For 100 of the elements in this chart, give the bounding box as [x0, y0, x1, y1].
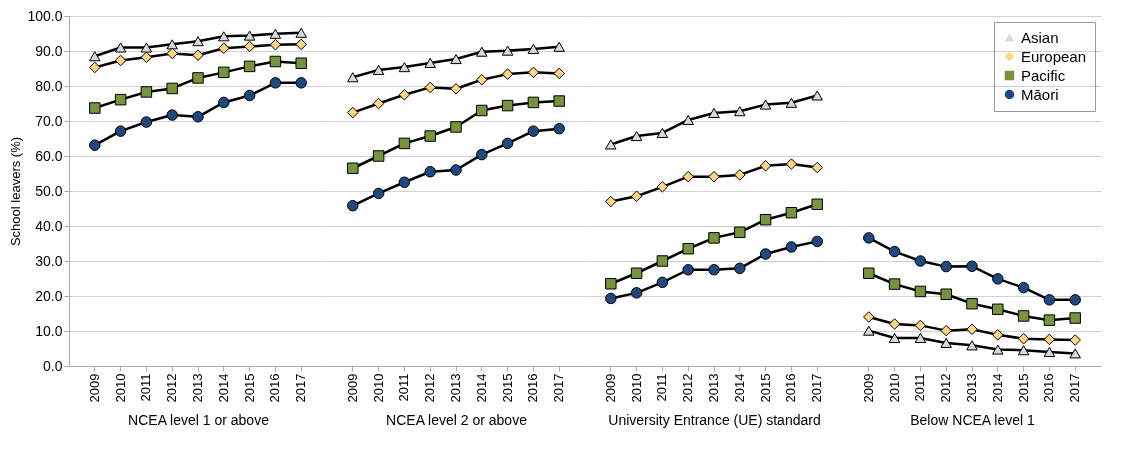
point: [1043, 346, 1056, 358]
x-axis-title: Below NCEA level 1: [910, 412, 1035, 429]
point: [785, 97, 798, 108]
x-tick-label: 2015: [757, 373, 773, 403]
point: [1017, 345, 1030, 356]
x-tick-label: 2011: [396, 373, 412, 402]
x-tick-label: 2017: [809, 373, 825, 403]
x-tick-label: 2014: [989, 373, 1005, 403]
point: [140, 42, 153, 53]
point: [1069, 334, 1081, 346]
x-axis-title: NCEA level 1 or above: [128, 412, 270, 429]
y-tick-label: 80.0: [35, 77, 63, 94]
point: [759, 160, 772, 172]
point: [811, 161, 823, 174]
point: [527, 96, 540, 109]
point: [605, 139, 617, 150]
point: [863, 311, 875, 323]
point: [476, 148, 488, 161]
y-tick-label: 90.0: [35, 42, 63, 59]
point: [114, 125, 127, 137]
point: [888, 278, 901, 290]
legend-label: European: [1021, 47, 1087, 65]
point: [295, 57, 307, 69]
point: [682, 243, 694, 255]
point: [1069, 294, 1081, 306]
x-tick-label: 2015: [241, 373, 257, 403]
point: [630, 131, 643, 142]
point: [527, 43, 540, 54]
point: [398, 62, 411, 73]
point: [914, 332, 927, 344]
point: [269, 28, 282, 39]
point: [785, 241, 798, 253]
point: [682, 170, 694, 183]
x-tick-label: 2014: [215, 373, 231, 403]
x-tick-label: 2010: [628, 373, 644, 403]
point: [630, 267, 643, 279]
point: [424, 81, 436, 94]
point: [269, 77, 282, 89]
point: [89, 102, 101, 114]
point: [450, 121, 462, 133]
x-tick-label: 2015: [499, 373, 515, 403]
x-tick-label: 2017: [1067, 373, 1083, 403]
point: [192, 72, 204, 84]
point: [888, 332, 901, 344]
point: [940, 337, 952, 348]
y-tick-label: 30.0: [35, 252, 63, 269]
x-tick-label: 2013: [706, 373, 721, 403]
point: [1017, 281, 1030, 294]
point: [501, 68, 514, 80]
point: [708, 107, 720, 118]
point: [527, 125, 540, 137]
point: [940, 324, 952, 337]
point: [501, 137, 514, 150]
x-tick-label: 2009: [860, 373, 876, 403]
point: [553, 95, 565, 107]
x-tick-label: 2013: [190, 373, 205, 403]
x-tick-label: 2017: [293, 373, 309, 403]
point: [218, 66, 230, 79]
point: [656, 127, 669, 138]
x-tick-label: 2016: [525, 373, 541, 403]
point: [166, 109, 178, 121]
point: [940, 288, 952, 300]
point: [114, 42, 127, 53]
x-tick-label: 2012: [680, 373, 696, 403]
point: [553, 67, 565, 80]
x-tick-label: 2009: [602, 373, 618, 403]
x-tick-label: 2011: [138, 373, 154, 402]
point: [734, 226, 746, 239]
point: [1017, 310, 1030, 322]
point: [140, 51, 153, 64]
point: [347, 199, 359, 212]
point: [89, 139, 101, 151]
x-tick-label: 2014: [731, 373, 747, 403]
point: [811, 198, 823, 211]
point: [114, 54, 127, 67]
point: [914, 319, 927, 332]
y-axis-title: School leavers (%): [8, 136, 24, 247]
point: [192, 49, 204, 61]
point: [347, 106, 359, 119]
point: [785, 158, 798, 170]
point: [269, 38, 282, 51]
point: [398, 137, 411, 150]
point: [192, 111, 204, 123]
point: [966, 260, 978, 272]
point: [1069, 312, 1081, 324]
point: [992, 303, 1004, 316]
legend-label: Asian: [1021, 28, 1059, 46]
point: [734, 262, 746, 275]
point: [450, 83, 462, 95]
x-tick-label: 2016: [267, 373, 283, 403]
point: [759, 248, 772, 260]
point: [863, 267, 875, 279]
point: [759, 213, 772, 226]
point: [734, 169, 746, 181]
x-tick-label: 2016: [1041, 373, 1057, 403]
point: [372, 187, 385, 200]
point: [398, 89, 411, 101]
point: [553, 41, 565, 52]
point: [605, 292, 617, 305]
point: [218, 42, 230, 54]
